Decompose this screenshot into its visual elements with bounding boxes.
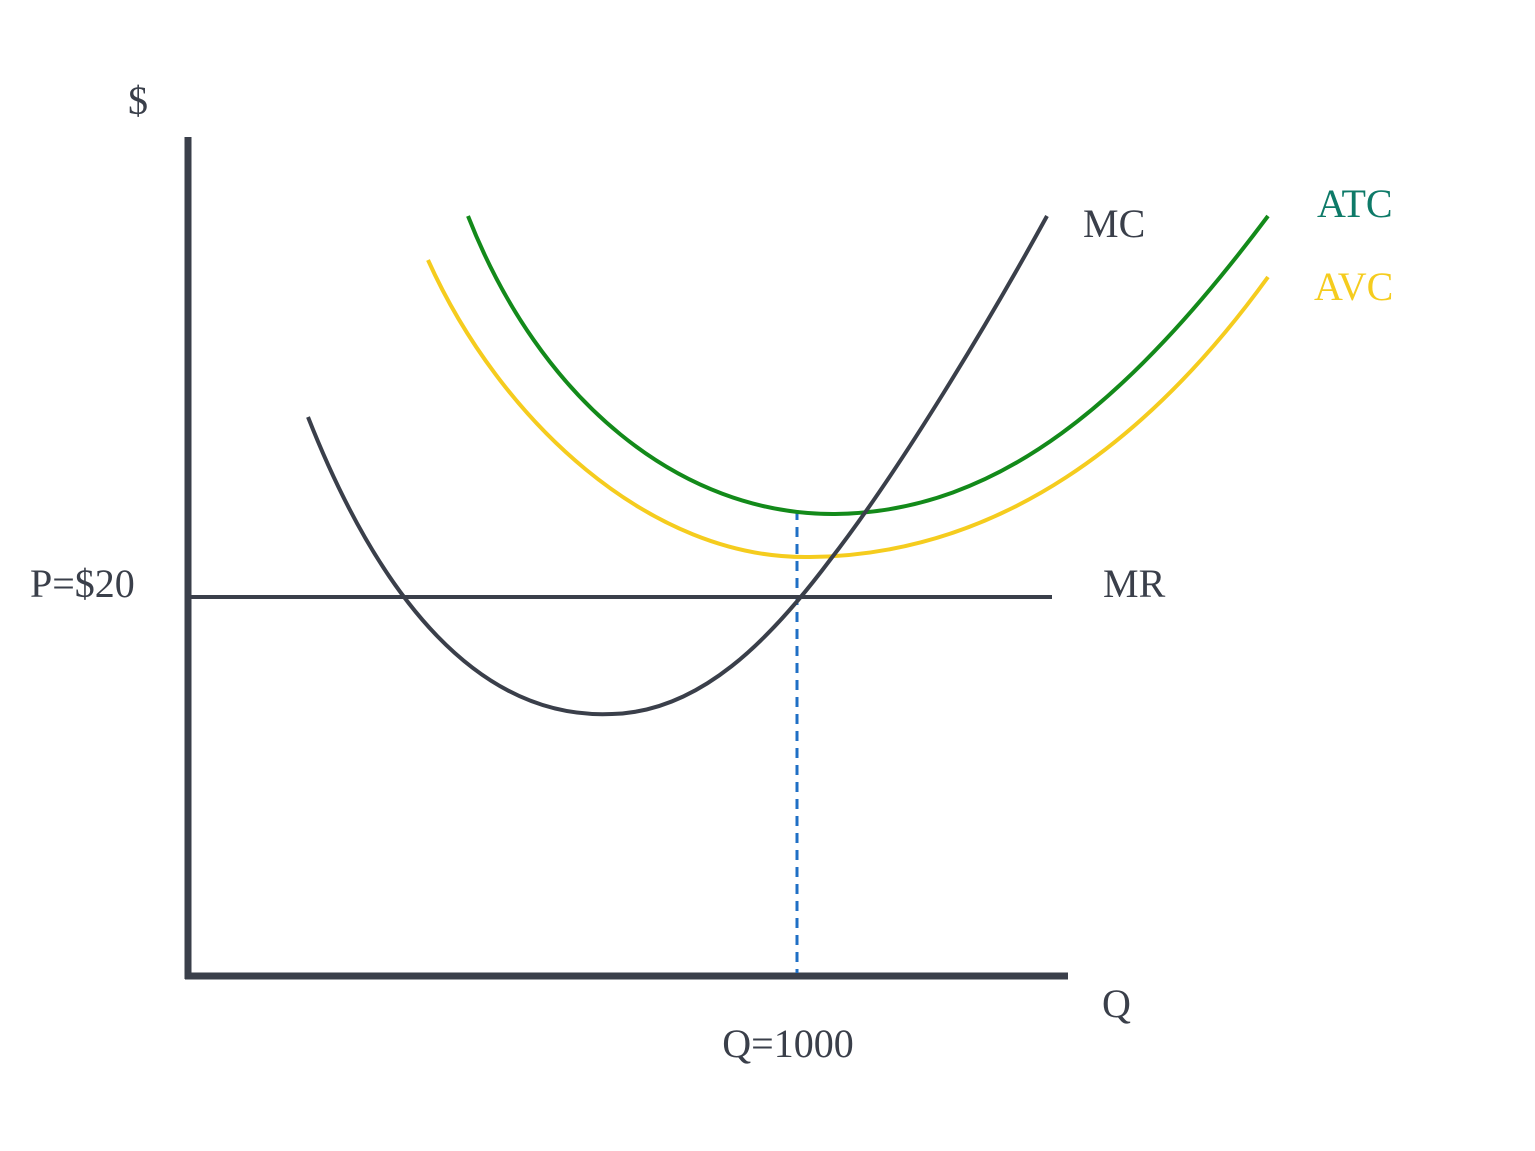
x-axis-label: Q xyxy=(1102,981,1131,1026)
curve-label: ATC xyxy=(1317,181,1393,226)
y-axis-label: $ xyxy=(128,78,148,123)
price-label: P=$20 xyxy=(30,561,135,606)
curve-label: AVC xyxy=(1314,264,1393,309)
curve-label: MC xyxy=(1083,201,1145,246)
quantity-label: Q=1000 xyxy=(722,1021,853,1066)
curve-label: MR xyxy=(1103,561,1166,606)
mc-curve xyxy=(306,215,1049,717)
avc-curve xyxy=(426,259,1270,560)
atc-curve xyxy=(466,214,1270,517)
